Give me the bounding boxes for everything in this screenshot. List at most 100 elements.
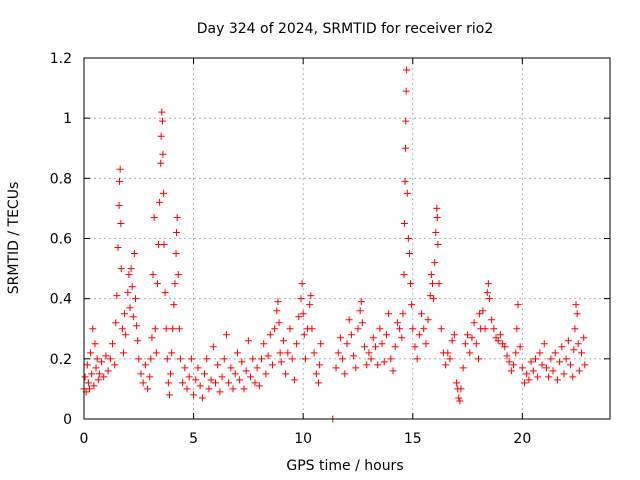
data-point <box>356 307 364 315</box>
data-point <box>229 385 237 393</box>
data-point <box>179 379 187 387</box>
data-point <box>413 355 421 363</box>
data-point <box>282 370 290 378</box>
data-point <box>167 370 175 378</box>
data-point <box>400 219 408 227</box>
data-point <box>398 334 406 342</box>
data-point <box>347 331 355 339</box>
data-point <box>507 367 515 375</box>
data-point <box>300 331 308 339</box>
data-point <box>258 355 266 363</box>
data-point <box>227 364 235 372</box>
y-tick-label: 0.2 <box>50 352 72 368</box>
data-point <box>108 340 116 348</box>
data-point <box>339 355 347 363</box>
data-point <box>242 367 250 375</box>
data-point <box>403 66 411 74</box>
data-point <box>216 388 224 396</box>
data-point <box>240 385 248 393</box>
data-point <box>190 391 198 399</box>
data-point <box>271 325 279 333</box>
data-point <box>371 343 379 351</box>
axis-ticks: 0 0.2 0.4 0.6 0.8 1 1.2 0 5 10 15 20 <box>50 51 610 447</box>
data-point <box>484 280 492 288</box>
data-point <box>501 343 509 351</box>
data-point <box>376 325 384 333</box>
data-point <box>420 325 428 333</box>
data-point <box>100 373 108 381</box>
data-point <box>403 189 411 197</box>
data-point <box>556 358 564 366</box>
data-point <box>231 370 239 378</box>
data-point <box>581 361 589 369</box>
data-point <box>306 301 314 309</box>
data-point <box>130 250 138 258</box>
data-point <box>87 349 95 357</box>
data-point <box>523 370 531 378</box>
data-point <box>168 349 176 357</box>
data-point <box>513 325 521 333</box>
data-point <box>518 364 526 372</box>
data-point <box>521 379 529 387</box>
data-point <box>185 373 193 381</box>
data-point <box>113 292 121 300</box>
data-point <box>275 319 283 327</box>
data-point <box>385 310 393 318</box>
data-point <box>399 310 407 318</box>
data-point <box>249 355 257 363</box>
data-point <box>212 379 219 387</box>
y-tick-label: 1.2 <box>50 51 72 67</box>
data-point <box>382 331 390 339</box>
data-point <box>102 352 110 360</box>
data-point <box>448 337 456 345</box>
data-point <box>562 355 570 363</box>
data-point <box>112 319 120 327</box>
data-point <box>157 159 165 167</box>
data-point <box>104 367 112 375</box>
data-point <box>170 301 178 309</box>
data-point <box>580 334 588 342</box>
data-point <box>516 343 524 351</box>
data-point <box>255 382 263 390</box>
data-point <box>442 361 450 369</box>
data-point <box>430 295 438 303</box>
data-point <box>299 310 307 318</box>
data-point <box>431 259 439 267</box>
y-tick-label: 0 <box>63 412 72 428</box>
data-point <box>111 361 119 369</box>
data-point <box>408 301 416 309</box>
data-point <box>187 355 195 363</box>
data-point <box>129 313 137 321</box>
data-point <box>286 325 294 333</box>
data-point <box>194 364 202 372</box>
data-point <box>415 331 423 339</box>
data-point <box>84 379 92 387</box>
data-point <box>115 201 123 209</box>
data-point <box>400 271 408 279</box>
data-point <box>198 394 206 402</box>
data-point <box>352 364 360 372</box>
data-point <box>146 373 154 381</box>
data-point <box>560 370 568 378</box>
data-point <box>564 337 572 345</box>
data-point <box>139 379 147 387</box>
data-point <box>435 280 443 288</box>
data-point <box>574 340 582 348</box>
data-point <box>405 250 413 258</box>
data-point <box>343 340 351 348</box>
data-point <box>262 370 270 378</box>
data-point <box>411 343 419 351</box>
data-point <box>162 325 170 333</box>
data-point <box>152 349 160 357</box>
data-point <box>475 355 482 363</box>
data-point <box>207 376 215 384</box>
data-point <box>91 340 99 348</box>
data-point <box>424 316 432 324</box>
data-point <box>128 283 136 291</box>
x-tick-label: 15 <box>404 431 422 447</box>
data-point <box>317 340 325 348</box>
data-point <box>357 298 365 306</box>
data-point <box>536 349 544 357</box>
data-point <box>514 301 522 309</box>
data-point <box>174 271 182 279</box>
